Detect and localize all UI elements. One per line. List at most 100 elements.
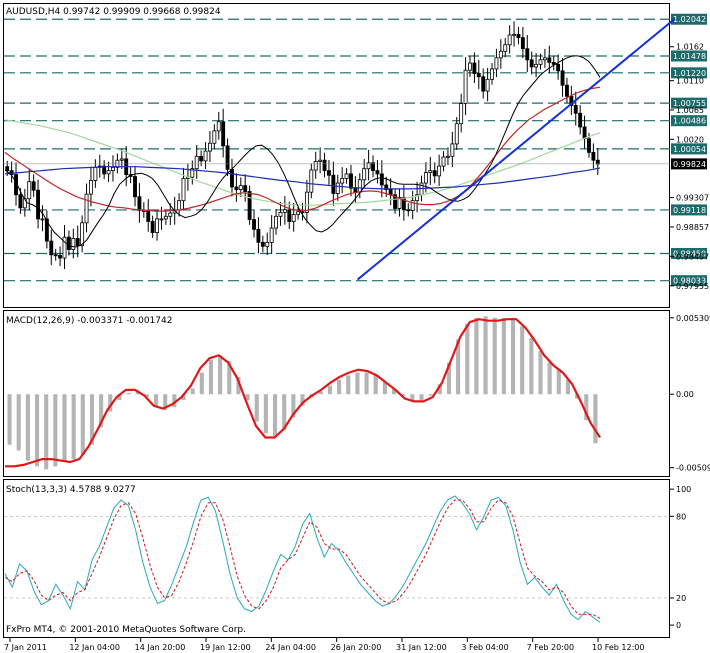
candle-body: [393, 194, 397, 209]
copyright-footer: FxPro MT4, © 2001-2010 MetaQuotes Softwa…: [6, 625, 246, 635]
candle-body: [406, 209, 411, 212]
candle-body: [573, 105, 578, 114]
candle-body: [327, 170, 331, 176]
candle-body: [53, 254, 58, 257]
candle-body: [375, 170, 380, 175]
level-label: 1.02042: [673, 15, 706, 24]
candle-body: [512, 33, 516, 36]
ma-mid-line: [4, 86, 601, 212]
ma-fast-line: [4, 55, 601, 248]
candle-body: [66, 236, 71, 250]
price-tick-label: 1.0110: [676, 77, 704, 86]
candle-body: [415, 194, 420, 202]
trendline-group[interactable]: [356, 17, 676, 281]
candle-body: [304, 191, 309, 213]
time-tick-label: 12 Jan 04:00: [69, 643, 120, 652]
stoch-lines-group: [4, 495, 601, 623]
time-tick-label: 7 Feb 20:00: [527, 643, 574, 652]
candle-body: [498, 50, 503, 59]
candle-body: [190, 168, 195, 178]
candle-body: [62, 236, 67, 259]
stoch-tick-label: 20: [676, 594, 686, 603]
candle-body: [256, 228, 261, 243]
time-tick-label: 26 Jan 20:00: [331, 643, 382, 652]
candle-body: [362, 168, 367, 181]
candle-body: [49, 240, 54, 256]
level-badge: [671, 115, 707, 127]
candle-body: [503, 44, 508, 52]
candle-body: [36, 189, 40, 220]
candle-body: [397, 196, 402, 209]
candle-body: [481, 76, 486, 92]
time-tick-label: 14 Jan 20:00: [135, 643, 186, 652]
candle-body: [265, 241, 270, 247]
candle-body: [203, 150, 208, 162]
candle-body: [446, 155, 450, 158]
candle-body: [238, 185, 243, 190]
candle-body: [551, 61, 556, 65]
stoch-panel-frame: [3, 479, 670, 638]
candle-body: [89, 180, 93, 195]
price-tick-label: 0.98857: [676, 223, 709, 232]
candle-body: [476, 73, 481, 78]
candle-body: [194, 155, 199, 170]
time-tick-label: 24 Jan 04:00: [265, 643, 316, 652]
ma-long-line: [4, 166, 601, 190]
price-tick-label: 1.0020: [676, 135, 704, 144]
stoch-main-line: [4, 495, 601, 623]
candle-body: [93, 166, 98, 181]
level-badge: [671, 143, 707, 155]
level-label: 0.99118: [673, 206, 706, 215]
candle-body: [27, 181, 32, 200]
trendline: [356, 17, 676, 281]
candle-body: [291, 213, 296, 222]
candle-body: [459, 103, 464, 125]
level-badge: [671, 247, 707, 259]
level-label: 1.01478: [673, 52, 706, 61]
candle-body: [260, 241, 265, 247]
candle-body: [322, 159, 327, 172]
candle-body: [40, 218, 45, 221]
candle-body: [243, 185, 248, 192]
level-badge: [671, 97, 707, 109]
candle-body: [18, 194, 23, 209]
candle-body: [335, 182, 340, 194]
price-panel-frame: [3, 3, 670, 308]
candle-body: [5, 166, 10, 172]
time-tick-label: 3 Feb 04:00: [461, 643, 508, 652]
candle-body: [357, 179, 362, 193]
stoch-panel[interactable]: 100 80 20 0 Stoch(13,3,3) 4.5788 9.0277 FxP…: [3, 479, 692, 638]
candle-body: [84, 193, 89, 224]
candle-body: [485, 78, 490, 92]
level-label: 1.00755: [673, 99, 706, 108]
level-label: 1.01220: [673, 69, 706, 78]
candle-body: [468, 62, 472, 71]
price-tick-label: 1.0162: [676, 43, 704, 52]
candle-body: [278, 211, 283, 217]
candle-body: [269, 227, 274, 243]
candle-body: [234, 186, 239, 190]
candle-body: [437, 165, 442, 177]
candle-body: [454, 123, 459, 145]
candle-body: [534, 63, 539, 68]
macd-panel[interactable]: 0.005309 0.00 -0.005092 MACD(12,26,9) -0.0…: [3, 310, 710, 477]
candle-body: [177, 200, 182, 211]
candle-body: [225, 145, 230, 170]
candle-body: [371, 162, 375, 172]
macd-panel-label: MACD(12,26,9) -0.003371 -0.001742: [6, 316, 172, 326]
candle-body: [507, 34, 512, 46]
candle-body: [591, 151, 596, 161]
stoch-signal-line: [4, 499, 601, 619]
macd-signal-group: [5, 318, 601, 468]
price-tick-label: 0.99307: [676, 194, 709, 203]
candle-body: [318, 159, 323, 162]
stoch-tick-label: 80: [676, 512, 686, 521]
candle-body: [199, 155, 204, 162]
current-price-label: 0.99824: [673, 160, 706, 169]
candle-body: [111, 166, 115, 172]
time-tick-label: 7 Jan 2011: [4, 643, 47, 652]
candle-body: [556, 63, 561, 72]
price-panel[interactable]: 1.02042 1.01478 1.01220 1.00755 1.00486 1.000…: [3, 3, 710, 308]
level-label: 1.00054: [673, 145, 706, 154]
candle-body: [287, 209, 292, 222]
